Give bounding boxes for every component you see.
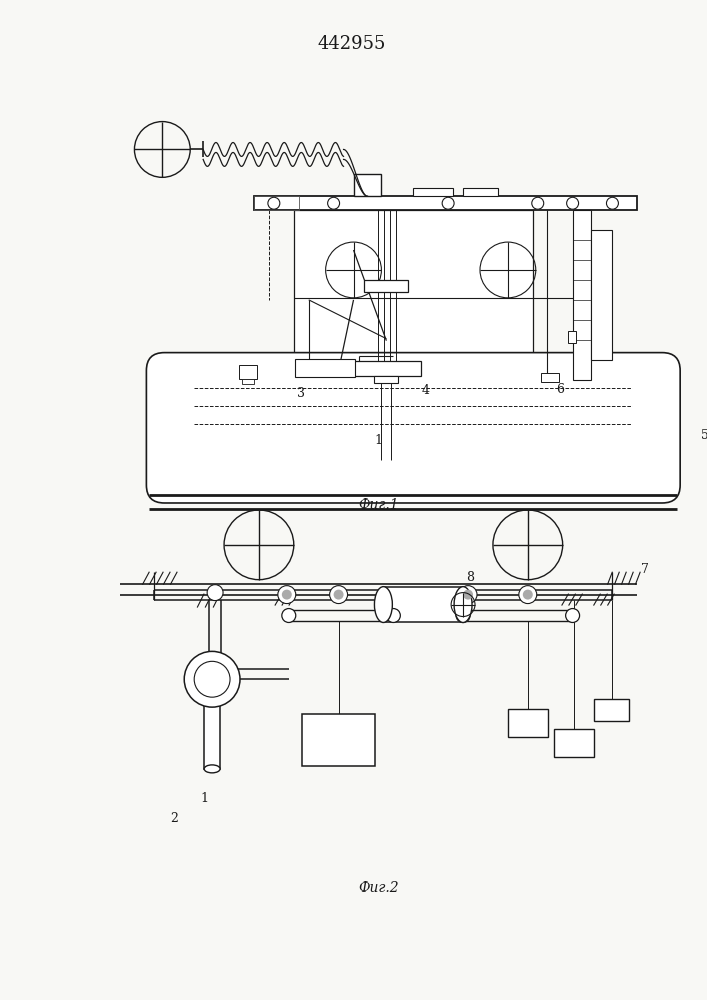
Circle shape [194, 661, 230, 697]
Circle shape [207, 585, 223, 601]
Circle shape [442, 197, 454, 209]
Bar [302, 714, 375, 766]
Bar [541, 373, 559, 382]
Ellipse shape [566, 609, 580, 622]
Bar [254, 196, 637, 210]
Text: 8: 8 [466, 571, 474, 584]
Bar [365, 280, 409, 292]
Circle shape [522, 590, 533, 600]
Ellipse shape [282, 609, 296, 622]
Bar [593, 699, 629, 721]
Bar [414, 188, 453, 196]
Bar [254, 196, 299, 210]
Bar [242, 379, 254, 384]
Bar [204, 679, 220, 769]
Ellipse shape [204, 765, 220, 773]
Bar [508, 709, 548, 737]
Ellipse shape [387, 609, 400, 622]
Circle shape [268, 197, 280, 209]
Text: 1: 1 [200, 792, 208, 805]
Text: 2: 2 [170, 812, 178, 825]
Text: 3: 3 [297, 387, 305, 400]
Text: Фиг.2: Фиг.2 [358, 881, 399, 895]
Bar [351, 361, 421, 376]
Bar [590, 230, 612, 360]
Bar [354, 174, 381, 196]
Bar [463, 188, 498, 196]
Circle shape [463, 590, 473, 600]
Circle shape [185, 651, 240, 707]
Bar [295, 359, 354, 377]
Circle shape [459, 586, 477, 604]
Circle shape [607, 197, 619, 209]
Circle shape [327, 197, 339, 209]
Circle shape [278, 586, 296, 604]
Bar [554, 729, 593, 757]
Bar [239, 365, 257, 379]
Ellipse shape [454, 587, 472, 622]
Circle shape [566, 197, 578, 209]
Circle shape [329, 586, 348, 604]
Bar [294, 210, 533, 390]
Circle shape [207, 666, 223, 682]
Ellipse shape [375, 587, 392, 622]
Circle shape [519, 586, 537, 604]
Bar [573, 210, 590, 380]
Ellipse shape [456, 609, 470, 622]
Text: 4: 4 [421, 384, 429, 397]
Bar [568, 331, 575, 343]
Text: 7: 7 [641, 563, 649, 576]
Text: 5: 5 [701, 429, 707, 442]
Bar [375, 376, 398, 383]
Circle shape [282, 590, 292, 600]
Text: 6: 6 [556, 383, 563, 396]
Text: 442955: 442955 [317, 35, 386, 53]
Text: 1: 1 [375, 434, 382, 447]
Bar [383, 587, 463, 622]
FancyBboxPatch shape [146, 353, 680, 503]
Text: Фиг.1: Фиг.1 [358, 498, 399, 512]
Circle shape [532, 197, 544, 209]
Circle shape [334, 590, 344, 600]
